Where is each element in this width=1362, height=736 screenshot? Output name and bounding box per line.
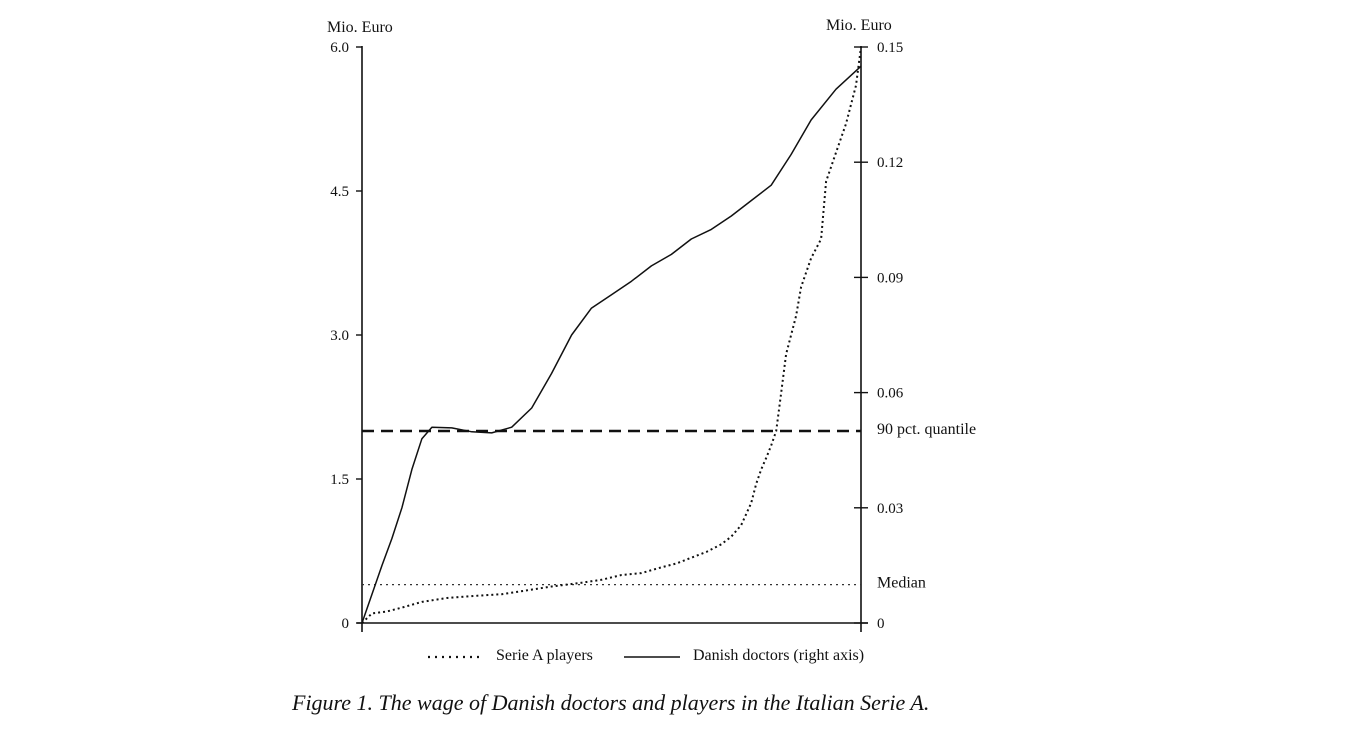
- right-axis-tick-label: 0.15: [877, 40, 903, 56]
- reference-lines: 90 pct. quantile Median: [362, 421, 976, 592]
- legend: Serie A players Danish doctors (right axi…: [428, 647, 864, 664]
- median-label: Median: [877, 575, 926, 592]
- left-axis-unit-label: Mio. Euro: [327, 19, 393, 36]
- right-axis-ticks: 0 0.03 0.06 0.09 0.12 0.15: [854, 40, 904, 632]
- left-axis-tick-label: 3.0: [330, 328, 349, 344]
- right-axis-tick-label: 0.12: [877, 155, 903, 171]
- figure-caption: Figure 1. The wage of Danish doctors and…: [292, 690, 930, 715]
- quantile-90-label: 90 pct. quantile: [877, 421, 976, 438]
- chart-canvas: Mio. Euro Mio. Euro 01.53.04.56.0 00.030…: [327, 17, 976, 664]
- series-line-danish-doctors: [361, 65, 862, 624]
- right-axis-tick-label: 0.06: [877, 386, 904, 402]
- right-axis-unit-label: Mio. Euro: [826, 17, 892, 34]
- series-line-serie-a-players: [361, 46, 862, 624]
- right-axis-tick-label: 0.09: [877, 270, 903, 286]
- left-axis-tick-label: 1.5: [330, 472, 349, 488]
- right-axis-tick-label: 0.03: [877, 501, 903, 517]
- legend-label: Danish doctors (right axis): [693, 647, 864, 664]
- left-axis-ticks: 0 1.5 3.0 4.5 6.0: [330, 40, 362, 632]
- left-axis-tick-label: 0: [342, 616, 350, 632]
- right-axis-tick-label: 0: [877, 616, 885, 632]
- series-layer: [361, 46, 862, 624]
- left-axis-tick-label: 6.0: [330, 40, 349, 56]
- left-axis-tick-label: 4.5: [330, 184, 349, 200]
- legend-label: Serie A players: [496, 647, 593, 664]
